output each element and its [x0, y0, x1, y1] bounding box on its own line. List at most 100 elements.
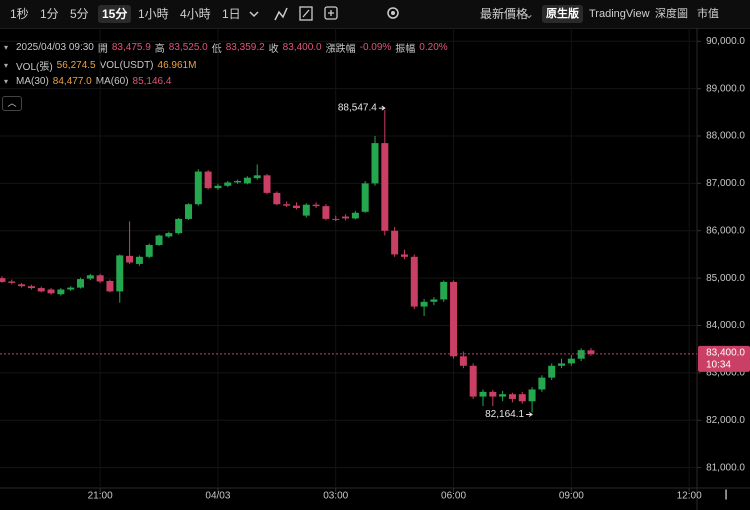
countdown-label: 10:34 — [706, 360, 731, 371]
ohlc-label: 收 — [268, 44, 279, 55]
last-price-label: 83,400.0 — [706, 348, 745, 359]
interval-tab[interactable]: 4小時 — [180, 7, 211, 21]
ma-value: 85,146.4 — [132, 76, 172, 87]
candle-body — [528, 389, 536, 402]
price-annotation: 88,547.4 — [338, 103, 377, 114]
candle-body — [126, 255, 134, 263]
candle-body — [243, 177, 251, 184]
candle-body — [175, 218, 183, 234]
view-tab[interactable]: 深度圖 — [655, 8, 688, 20]
datetime: 2025/04/03 09:30 — [16, 42, 94, 53]
interval-tab[interactable]: 1小時 — [138, 7, 169, 21]
cursor-icon[interactable]: Ⅰ — [724, 487, 728, 502]
y-tick-label: 90,000.0 — [706, 36, 745, 47]
candle-body — [224, 182, 232, 186]
candle-body — [312, 204, 320, 207]
interval-tab[interactable]: 1日 — [222, 7, 241, 21]
candle-body — [469, 365, 477, 397]
candle-body — [273, 192, 281, 205]
view-tab[interactable]: 原生版 — [542, 5, 583, 23]
ma-row: ▾ MA(30) 84,477.0 MA(60) 85,146.4 — [0, 76, 171, 87]
annotation-arrow — [526, 412, 533, 417]
collapse-icon[interactable]: ▾ — [3, 61, 8, 70]
candle-body — [76, 279, 84, 288]
candle-body — [204, 171, 212, 189]
candle-body — [400, 254, 408, 257]
candle-body — [567, 358, 575, 364]
candle-body — [499, 394, 507, 397]
collapse-icon[interactable]: ▾ — [3, 77, 8, 86]
candle-body — [508, 394, 516, 399]
price-mode-select[interactable]: 最新價格 — [480, 7, 529, 21]
candle-body — [165, 233, 173, 237]
interval-tab[interactable]: 1分 — [40, 7, 59, 21]
candle-body — [27, 286, 35, 289]
annotation-arrow — [378, 105, 386, 111]
volume-value: 56,274.5 — [56, 60, 96, 71]
draw-tool-icon[interactable] — [299, 6, 313, 21]
candle-body — [558, 363, 566, 366]
ohlc-label: 漲跌幅 — [325, 44, 356, 55]
ohlc-label: 振幅 — [395, 44, 416, 55]
candle-body — [8, 281, 16, 283]
candle-body — [391, 230, 399, 255]
candle-body — [86, 275, 94, 279]
x-tick-label: 06:00 — [441, 491, 466, 502]
candle-body — [253, 175, 261, 179]
candle-body — [440, 281, 448, 300]
view-tab[interactable]: TradingView — [589, 8, 650, 20]
ohlc-value: 83,400.0 — [282, 42, 322, 53]
interval-tab[interactable]: 1秒 — [10, 7, 29, 21]
draw-tool-line — [302, 9, 310, 18]
ohlc-value: 83,525.0 — [168, 42, 208, 53]
y-tick-label: 82,000.0 — [706, 415, 745, 426]
settings-icon-center — [391, 11, 395, 15]
volume-label: VOL(張) — [16, 62, 53, 73]
ohlc-value: -0.09% — [359, 42, 392, 53]
interval-tab[interactable]: 15分 — [98, 5, 132, 23]
toolbar-icons — [249, 6, 399, 21]
candle-body — [184, 204, 192, 219]
dropdown-icon[interactable] — [249, 11, 259, 18]
x-tick-label: 03:00 — [323, 491, 348, 502]
y-tick-label: 87,000.0 — [706, 178, 745, 189]
x-tick-label: 04/03 — [205, 491, 230, 502]
candle-body — [214, 185, 222, 189]
candle-body — [0, 278, 6, 282]
candle-body — [263, 175, 271, 193]
candle-body — [518, 394, 526, 402]
settings-icon[interactable] — [387, 7, 399, 19]
plot-area — [0, 28, 697, 488]
x-tick-label: 21:00 — [88, 491, 113, 502]
collapse-icon[interactable]: ▾ — [3, 43, 8, 52]
candle-body — [57, 289, 65, 295]
price-mode-caret[interactable]: ⌄ — [524, 7, 535, 21]
indicator-icon[interactable] — [274, 7, 288, 21]
interval-tab[interactable]: 5分 — [70, 7, 89, 21]
price-annotation: 82,164.1 — [485, 409, 524, 420]
template-icon[interactable] — [324, 6, 338, 20]
candle-body — [548, 365, 556, 378]
ohlc-label: 開 — [97, 44, 108, 55]
candle-body — [332, 218, 340, 220]
y-tick-label: 83,000.0 — [706, 368, 745, 379]
candle-body — [155, 235, 163, 245]
candle-body — [234, 181, 242, 183]
x-tick-label: 12:00 — [677, 491, 702, 502]
y-tick-label: 84,000.0 — [706, 320, 745, 331]
candle-body — [116, 255, 124, 292]
candle-body — [489, 391, 497, 397]
candle-body — [538, 377, 546, 390]
ma-label: MA(60) — [95, 76, 129, 87]
y-tick-label: 85,000.0 — [706, 273, 745, 284]
chart: Ⅰ 81,000.0 82,000.0 83,000.0 84,000.0 85,000… — [0, 28, 750, 510]
collapse-all-button[interactable]: ︿ — [2, 96, 22, 111]
toolbar: 1秒 1分 5分 15分 1小時 4小時 1日 最新價格 ⌄ 原生版 TradingView 深度圖市… — [0, 0, 750, 29]
view-tab[interactable]: 市值 — [697, 8, 719, 20]
candle-body — [361, 183, 369, 212]
y-tick-label: 88,000.0 — [706, 131, 745, 142]
ohlc-value: 0.20% — [419, 42, 448, 53]
candle-body — [322, 206, 330, 219]
y-tick-label: 89,000.0 — [706, 83, 745, 94]
